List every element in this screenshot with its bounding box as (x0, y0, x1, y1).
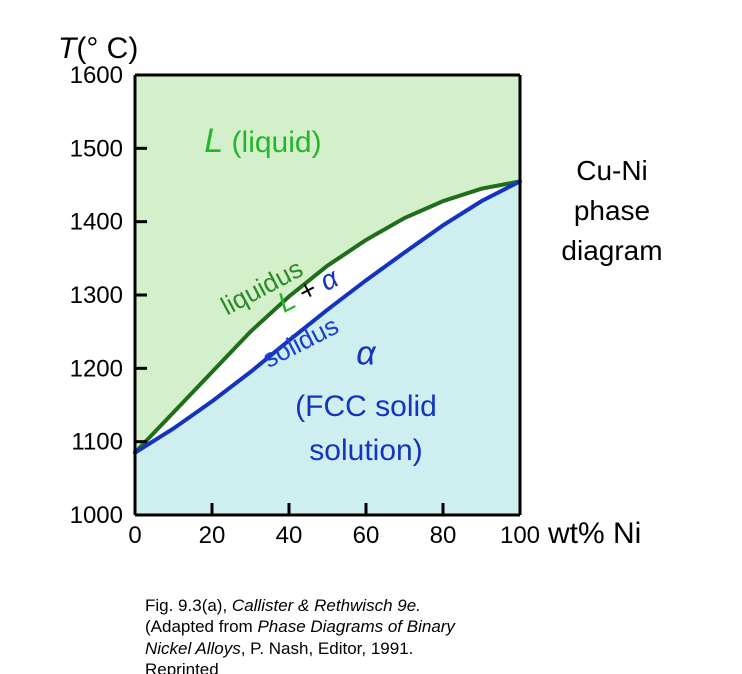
y-axis-title: T(° C) (58, 32, 138, 65)
caption-adapted-a: (Adapted from (145, 617, 257, 636)
caption-adapted-b: Phase Diagrams of Binary (257, 617, 454, 636)
x-tick-label: 0 (128, 522, 141, 549)
caption-book: Callister & Rethwisch 9e. (232, 596, 421, 615)
y-tick-label: 1000 (70, 502, 123, 529)
alpha-label: α (356, 335, 377, 373)
x-tick-label: 40 (276, 522, 303, 549)
x-tick-label: 60 (353, 522, 380, 549)
side-title-l1: Cu-Ni (576, 155, 648, 186)
x-tick-label: 80 (430, 522, 457, 549)
phase-diagram-svg: 1000 1100 1200 1300 1400 1500 1600 0 20 40 60 80 100… (0, 0, 742, 590)
y-tick-label: 1100 (71, 429, 123, 456)
y-tick-label: 1400 (70, 209, 123, 236)
x-axis-title: wt% Ni (547, 517, 641, 550)
y-tick-label: 1200 (70, 355, 123, 382)
liquid-label: L (liquid) (204, 122, 321, 160)
y-tick-label: 1600 (70, 62, 123, 89)
x-tick-label: 20 (199, 522, 226, 549)
caption-adapted-c: Nickel Alloys (145, 639, 241, 658)
figure-caption: Fig. 9.3(a), Callister & Rethwisch 9e. (… (145, 595, 485, 674)
alpha-paren-l2: solution) (309, 434, 422, 467)
x-tick-label: 100 (500, 522, 540, 549)
y-tick-label: 1300 (70, 282, 123, 309)
y-tick-label: 1500 (70, 135, 123, 162)
caption-fig-ref: Fig. 9.3(a), (145, 596, 232, 615)
side-title-l3: diagram (561, 235, 662, 266)
side-title-l2: phase (574, 195, 650, 226)
alpha-paren-l1: (FCC solid (295, 390, 437, 423)
